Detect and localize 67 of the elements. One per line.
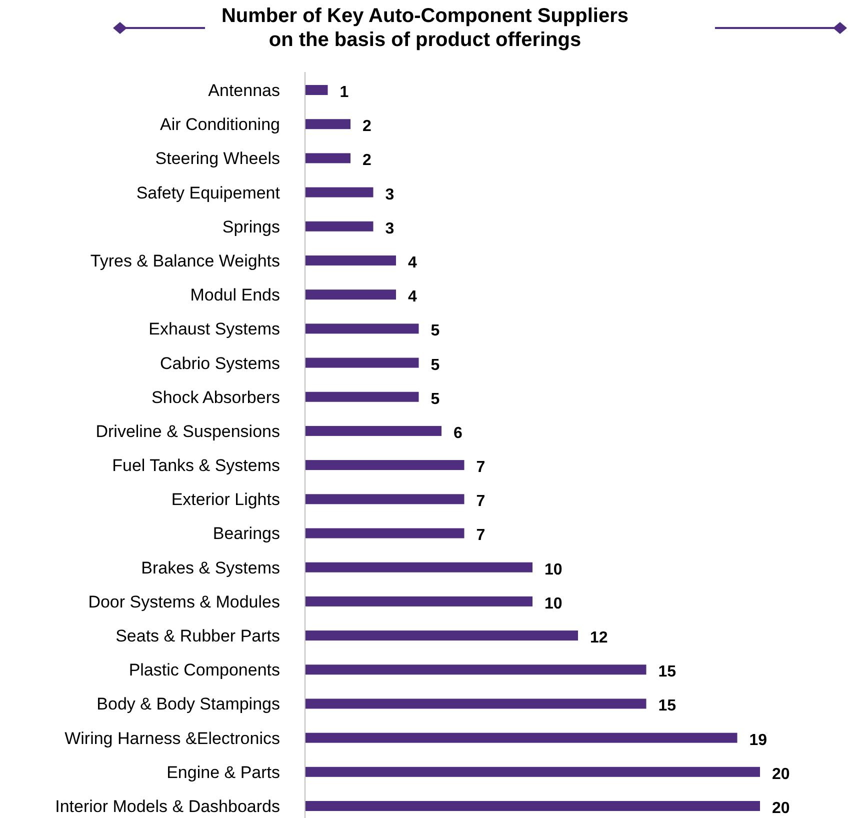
- data-label: 3: [385, 220, 394, 238]
- bar: [305, 221, 374, 232]
- data-label: 7: [476, 459, 486, 476]
- data-label: 6: [454, 424, 462, 442]
- data-label: 7: [476, 493, 486, 510]
- data-label: 5: [430, 356, 440, 374]
- y-tick-label: Door Systems & Modules: [88, 592, 280, 612]
- data-label: 20: [772, 766, 790, 783]
- bar: [305, 494, 464, 504]
- data-label: 4: [408, 288, 417, 306]
- y-tick-label: Air Conditioning: [160, 115, 280, 134]
- y-tick-label: Springs: [222, 217, 280, 236]
- bar: [305, 596, 532, 606]
- y-tick-label: Shock Absorbers: [151, 388, 280, 407]
- data-label: 20: [772, 800, 790, 817]
- bar: [305, 698, 646, 709]
- y-tick-label: Body & Body Stampings: [96, 694, 280, 714]
- y-tick-label: Cabrio Systems: [160, 354, 280, 373]
- data-label: 7: [476, 527, 486, 544]
- bar: [305, 85, 328, 95]
- y-tick-label: Tyres & Balance Weights: [90, 251, 280, 270]
- bar: [305, 528, 464, 538]
- y-tick-label: Bearings: [212, 524, 280, 544]
- data-label: 5: [430, 322, 440, 340]
- data-label: 15: [658, 698, 676, 715]
- data-label: 10: [544, 595, 562, 612]
- y-tick-label: Modul Ends: [190, 286, 280, 305]
- data-label: 15: [658, 664, 676, 681]
- bar: [305, 460, 464, 470]
- data-label: 3: [385, 186, 394, 204]
- bar: [305, 664, 646, 675]
- data-label: 10: [544, 561, 562, 578]
- bar: [305, 392, 419, 402]
- bar: [305, 153, 350, 164]
- data-label: 1: [340, 84, 349, 101]
- data-label: 2: [362, 118, 372, 136]
- bar: [305, 324, 419, 334]
- data-label: 5: [430, 390, 440, 408]
- data-label: 4: [408, 254, 417, 272]
- y-tick-label: Wiring Harness &Electronics: [64, 728, 280, 748]
- y-tick-label: Brakes & Systems: [141, 558, 280, 578]
- y-tick-label: Exhaust Systems: [148, 320, 280, 339]
- y-tick-label: Fuel Tanks & Systems: [112, 456, 280, 476]
- bar: [305, 562, 532, 572]
- y-tick-label: Exterior Lights: [171, 490, 280, 510]
- data-label: 19: [749, 732, 768, 749]
- y-tick-label: Interior Models & Dashboards: [55, 797, 280, 816]
- bar: [305, 290, 396, 300]
- bar: [305, 358, 419, 368]
- bar: [305, 630, 578, 641]
- y-tick-label: Engine & Parts: [166, 762, 280, 782]
- y-tick-label: Steering Wheels: [155, 149, 280, 168]
- bar: [305, 801, 760, 811]
- y-tick-label: Driveline & Suspensions: [96, 422, 280, 441]
- data-label: 12: [590, 630, 608, 647]
- bar: [305, 119, 350, 130]
- chart-title: Number of Key Auto-Component Suppliers on the basis of product offerings: [221, 5, 629, 51]
- y-tick-label: Seats & Rubber Parts: [116, 626, 280, 646]
- bar: [305, 187, 374, 198]
- bar: [305, 732, 738, 743]
- data-label: 2: [362, 152, 372, 170]
- y-tick-label: Plastic Components: [128, 660, 280, 680]
- y-tick-label: Antennas: [208, 81, 280, 100]
- y-tick-label: Safety Equipement: [136, 183, 280, 202]
- bar: [305, 426, 442, 436]
- bar: [305, 766, 760, 777]
- bar: [305, 255, 396, 266]
